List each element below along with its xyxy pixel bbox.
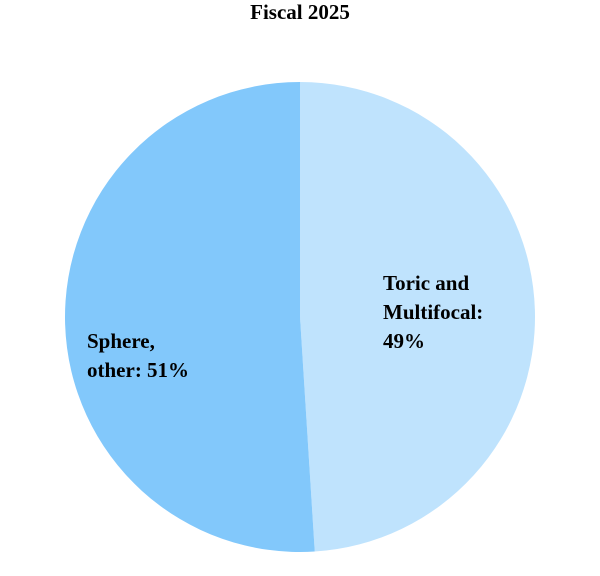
pie-slice [300,82,535,552]
slice-label: 49% [383,329,425,353]
slice-label: Multifocal: [383,300,483,324]
slice-label: Toric and [383,271,469,295]
chart-title: Fiscal 2025 [250,0,350,24]
pie-slice [64,82,315,553]
slice-label: Sphere, [87,329,155,353]
slice-label: other: 51% [87,358,189,382]
